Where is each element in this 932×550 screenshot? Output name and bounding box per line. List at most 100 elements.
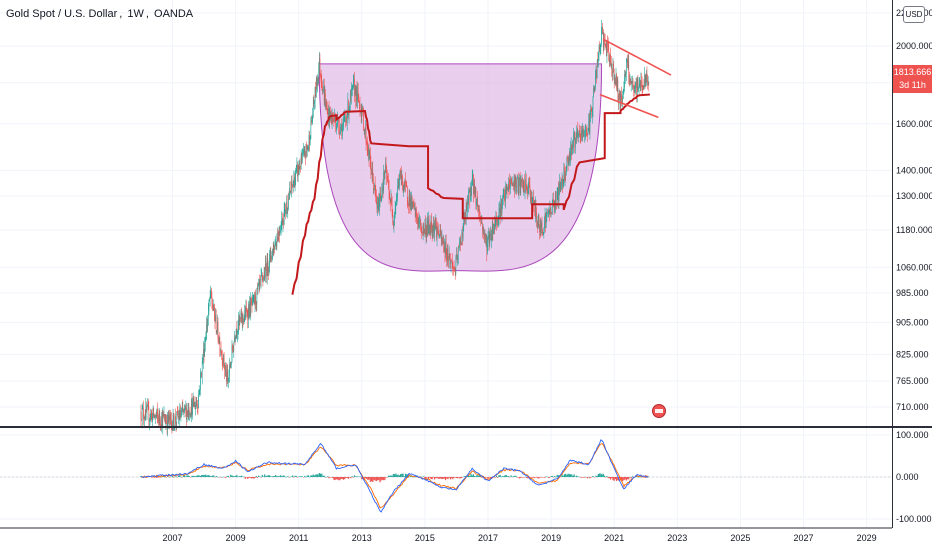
histogram-bar (207, 475, 209, 477)
histogram-bar (554, 475, 556, 477)
candle-body (172, 426, 173, 431)
histogram-bar (279, 475, 282, 477)
histogram-bar (512, 476, 515, 477)
candle-body (547, 212, 548, 214)
histogram-bar (470, 473, 472, 477)
histogram-bar (213, 475, 215, 477)
histogram-bar (245, 477, 248, 478)
histogram-bar (379, 477, 381, 483)
candle-body (504, 194, 505, 196)
candle-body (569, 153, 570, 165)
currency-button[interactable]: USD (903, 6, 925, 23)
histogram-bar (563, 474, 566, 477)
candle-body (390, 197, 392, 203)
histogram-bar (226, 476, 228, 477)
candle-body (481, 220, 483, 225)
histogram-bar (475, 476, 477, 477)
candle-body (279, 231, 281, 235)
candle-body (606, 46, 607, 57)
candle-body (303, 149, 304, 155)
candle-body (267, 258, 269, 271)
candle-body (474, 184, 475, 197)
candle-body (339, 131, 341, 133)
histogram-bar (239, 476, 242, 477)
histogram-bar (561, 474, 563, 477)
candle-body (453, 266, 454, 268)
candle-body (497, 221, 499, 223)
candle-body (473, 174, 474, 195)
candle-body (573, 133, 575, 134)
price-tick-label: 710.000 (896, 402, 929, 412)
candle-body (503, 194, 505, 196)
histogram-bar (434, 477, 436, 480)
candle-body (477, 199, 478, 207)
candle-body (278, 233, 280, 235)
histogram-bar (293, 477, 295, 478)
bar-countdown: 3d 11h (899, 80, 926, 90)
macd-pane (0, 439, 892, 513)
candle-body (556, 191, 558, 206)
candle-body (528, 180, 530, 186)
candle-body (316, 77, 318, 86)
histogram-bar (220, 477, 222, 478)
candle-body (271, 251, 273, 260)
candle-body (200, 372, 202, 375)
interval-label[interactable]: 1W (127, 8, 144, 20)
candle-body (626, 59, 627, 75)
candle-body (504, 194, 506, 201)
histogram-bar (446, 477, 448, 479)
candle-body (371, 168, 373, 175)
candle-body (523, 180, 525, 190)
candle-body (627, 59, 628, 68)
histogram-bar (585, 477, 587, 478)
candle-body (620, 93, 622, 105)
candle-body (200, 374, 201, 390)
symbol-name[interactable]: Gold Spot / U.S. Dollar (6, 8, 118, 20)
candle-body (197, 407, 199, 408)
candle-body (553, 207, 555, 208)
candle-body (184, 405, 186, 409)
candle-body (476, 199, 478, 200)
histogram-bar (602, 473, 604, 477)
histogram-bar (539, 477, 541, 478)
candle-body (524, 180, 525, 192)
histogram-bar (238, 476, 240, 477)
candle-body (220, 349, 222, 354)
price-tick-label: 1600.000 (896, 119, 932, 129)
candle-body (390, 198, 391, 203)
candle-body (177, 411, 179, 418)
candle-body (521, 182, 522, 184)
candle-body (599, 46, 601, 52)
candle-body (179, 410, 181, 420)
candle-body (520, 182, 522, 194)
candle-body (263, 272, 265, 279)
histogram-bar (607, 477, 609, 479)
histogram-bar (373, 477, 375, 481)
pane-separator[interactable] (0, 426, 932, 428)
histogram-bar (432, 477, 434, 478)
candle-body (581, 130, 582, 138)
histogram-bar (516, 477, 518, 478)
candle-body (187, 408, 189, 414)
histogram-bar (236, 474, 238, 477)
candle-body (246, 310, 248, 316)
candle-body (615, 79, 616, 85)
candle-body (446, 256, 448, 261)
candle-body (538, 215, 539, 227)
candle-body (212, 303, 213, 308)
histogram-bar (605, 477, 607, 478)
histogram-bar (208, 474, 210, 477)
histogram-bar (625, 477, 627, 481)
histogram-bar (552, 477, 555, 478)
candle-body (253, 296, 255, 297)
candle-body (196, 404, 198, 405)
us-flag-event-icon[interactable] (652, 404, 666, 418)
candle-body (605, 46, 607, 47)
histogram-bar (214, 477, 216, 478)
histogram-bar (562, 475, 564, 477)
candle-body (609, 59, 610, 63)
histogram-bar (232, 475, 234, 477)
time-tick-label: 2023 (667, 533, 687, 543)
histogram-bar (409, 476, 411, 477)
